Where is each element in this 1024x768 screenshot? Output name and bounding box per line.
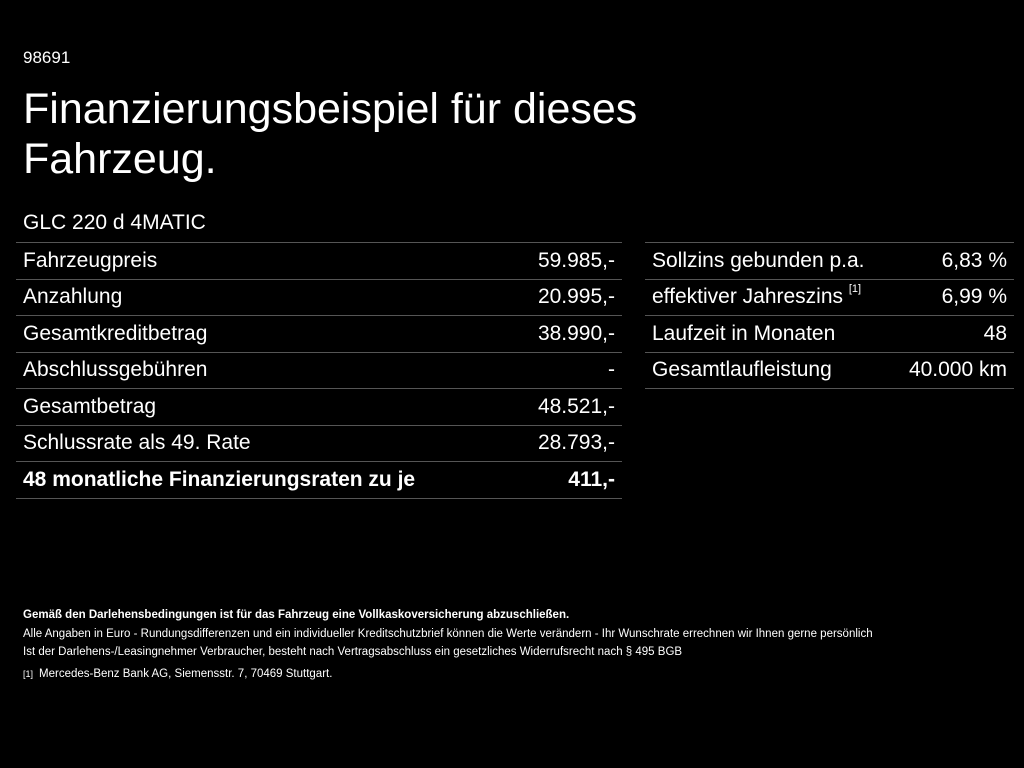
row-label: 48 monatliche Finanzierungsraten zu je	[16, 461, 511, 499]
row-value: 38.990,-	[511, 315, 622, 353]
row-value: 6,83 %	[891, 242, 1014, 280]
row-value: 59.985,-	[511, 242, 622, 280]
offer-code: 98691	[23, 48, 71, 67]
footnote-ref: [1]	[848, 283, 862, 296]
row-label: Gesamtlaufleistung	[645, 351, 892, 389]
footnote-mark: [1]	[23, 668, 34, 679]
row-label: Schlussrate als 49. Rate	[16, 424, 511, 462]
row-label: Sollzins gebunden p.a.	[645, 242, 892, 280]
footnote: [1] Mercedes-Benz Bank AG, Siemensstr. 7,…	[23, 665, 873, 684]
row-label: Gesamtkreditbetrag	[16, 315, 511, 353]
interest-table: Sollzins gebunden p.a. 6,83 % effektiver …	[645, 242, 1014, 389]
withdrawal-note: Ist der Darlehens-/Leasingnehmer Verbrau…	[23, 646, 683, 658]
legal-notes: Gemäß den Darlehensbedingungen ist für d…	[23, 606, 873, 683]
row-label: Abschlussgebühren	[16, 351, 511, 389]
table-row: Gesamtlaufleistung 40.000 km	[645, 351, 1014, 389]
table-row: Abschlussgebühren -	[16, 351, 622, 389]
row-value: 40.000 km	[891, 351, 1014, 389]
table-row: effektiver Jahreszins [1] 6,99 %	[645, 278, 1014, 316]
row-value: -	[511, 351, 622, 389]
row-label-cell: effektiver Jahreszins [1]	[645, 278, 892, 316]
row-label: Laufzeit in Monaten	[645, 315, 892, 353]
table-row: Sollzins gebunden p.a. 6,83 %	[645, 242, 1014, 280]
row-label: Fahrzeugpreis	[16, 242, 511, 280]
row-value: 28.793,-	[511, 424, 622, 462]
table-row: Schlussrate als 49. Rate 28.793,-	[16, 424, 622, 462]
page-title: Finanzierungsbeispiel für dieses Fahrzeu…	[23, 85, 638, 183]
monthly-rate-row: 48 monatliche Finanzierungsraten zu je 41…	[16, 461, 622, 499]
table-row: Gesamtbetrag 48.521,-	[16, 388, 622, 426]
row-label: effektiver Jahreszins	[652, 285, 844, 309]
table-row: Laufzeit in Monaten 48	[645, 315, 1014, 353]
table-row: Fahrzeugpreis 59.985,-	[16, 242, 622, 280]
table-row: Gesamtkreditbetrag 38.990,-	[16, 315, 622, 353]
financing-table: Fahrzeugpreis 59.985,- Anzahlung 20.995,- …	[16, 242, 622, 499]
row-value: 48.521,-	[511, 388, 622, 426]
euro-note: Alle Angaben in Euro - Rundungsdifferenz…	[23, 627, 873, 640]
footnote-text: Mercedes-Benz Bank AG, Siemensstr. 7, 70…	[39, 667, 333, 680]
row-label: Anzahlung	[16, 278, 511, 316]
insurance-note: Gemäß den Darlehensbedingungen ist für d…	[23, 609, 570, 621]
table-row: Anzahlung 20.995,-	[16, 278, 622, 316]
row-value: 6,99 %	[891, 278, 1014, 316]
row-label: Gesamtbetrag	[16, 388, 511, 426]
row-value: 20.995,-	[511, 278, 622, 316]
row-value: 48	[891, 315, 1014, 353]
row-value: 411,-	[511, 461, 622, 499]
vehicle-model: GLC 220 d 4MATIC	[23, 211, 206, 234]
